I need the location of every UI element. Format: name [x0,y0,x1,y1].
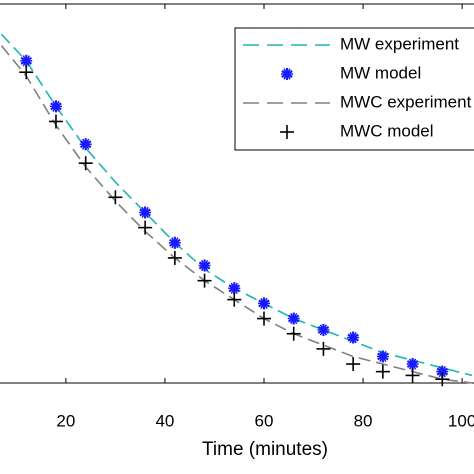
marker-stroke [22,55,30,67]
plus-marker [227,292,242,307]
star-marker [168,236,181,249]
legend-box [234,27,474,151]
star-marker [281,68,293,80]
x-axis-label: Time (minutes) [202,439,328,460]
star-marker [317,323,330,336]
marker-stroke [171,237,179,249]
star-marker [228,282,241,295]
marker-stroke [141,206,149,219]
legend-label: MW model [340,63,421,82]
marker-stroke [82,138,90,150]
x-tick-label: 80 [354,411,373,430]
plus-marker [138,220,153,235]
marker-stroke [379,350,387,363]
marker-stroke [438,366,446,378]
marker-stroke [319,324,328,336]
marker-stroke [230,282,238,294]
star-marker [376,350,389,363]
plus-marker [197,273,212,288]
star-marker [436,365,449,378]
plus-marker [78,156,93,171]
x-tick-label: 40 [155,411,174,430]
star-marker [406,358,419,371]
marker-stroke [283,68,291,80]
x-tick-label: 20 [56,411,75,430]
x-tick-label: 60 [255,411,274,430]
legend-label: MWC experiment [340,92,472,111]
plus-marker [280,125,294,139]
marker-stroke [260,297,268,309]
star-marker [79,138,92,151]
plus-marker [286,326,301,341]
marker-stroke [52,100,60,112]
plus-marker [346,357,361,372]
plus-marker [256,311,271,326]
legend-label: MW experiment [340,34,459,53]
marker-stroke [408,358,417,370]
plus-marker [19,65,34,80]
plus-marker [48,114,63,129]
marker-stroke [290,312,298,325]
plus-marker [167,250,182,265]
plus-marker [435,372,450,387]
x-tick-label: 100 [448,411,474,430]
marker-stroke [200,259,209,272]
star-marker [139,206,152,219]
plus-marker [405,368,420,383]
plus-marker [316,341,331,356]
star-marker [347,331,360,344]
plus-marker [375,364,390,379]
star-marker [287,312,300,325]
plus-marker [108,190,123,205]
marker-stroke [349,331,357,344]
star-marker [198,259,211,272]
star-marker [20,54,33,67]
star-marker [257,297,270,310]
star-marker [49,100,62,113]
legend-label: MWC model [340,121,434,140]
